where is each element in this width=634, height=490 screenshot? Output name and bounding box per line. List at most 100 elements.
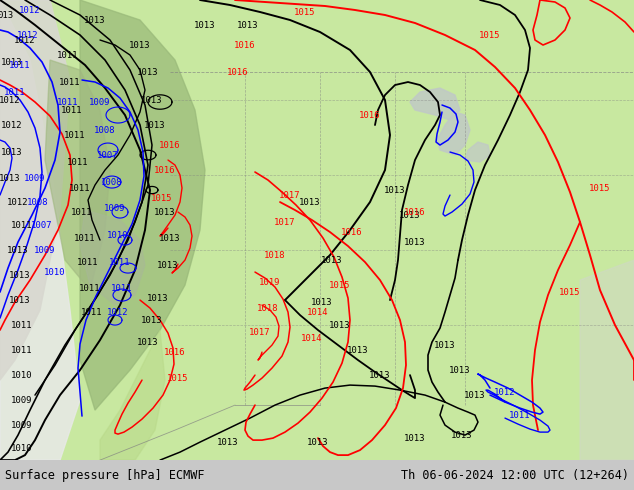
- Text: 1013: 1013: [347, 345, 369, 355]
- Text: 1016: 1016: [359, 111, 381, 120]
- Text: 1012: 1012: [19, 5, 41, 15]
- Text: 1011: 1011: [109, 258, 131, 267]
- Polygon shape: [200, 0, 634, 460]
- Text: 1016: 1016: [227, 68, 249, 76]
- Text: 1015: 1015: [294, 7, 316, 17]
- Text: 1009: 1009: [24, 173, 46, 183]
- Text: 1013: 1013: [434, 341, 456, 349]
- Text: 1012: 1012: [0, 96, 21, 104]
- Text: 1013: 1013: [384, 186, 406, 195]
- Polygon shape: [465, 142, 490, 162]
- Text: 1013: 1013: [141, 96, 163, 104]
- Text: 1015: 1015: [559, 288, 581, 296]
- Text: 1011: 1011: [61, 105, 83, 115]
- Text: 1016: 1016: [164, 347, 186, 357]
- Text: 1009: 1009: [89, 98, 111, 106]
- Text: 1017: 1017: [279, 191, 301, 199]
- Text: 1013: 1013: [369, 370, 391, 380]
- Text: Surface pressure [hPa] ECMWF: Surface pressure [hPa] ECMWF: [5, 468, 205, 482]
- Text: 1013: 1013: [0, 173, 21, 183]
- Text: 1013: 1013: [147, 294, 169, 302]
- Text: 1013: 1013: [321, 256, 343, 265]
- Text: 1011: 1011: [74, 234, 96, 243]
- Text: 1011: 1011: [10, 61, 31, 70]
- Text: 1009: 1009: [104, 203, 126, 213]
- Text: 1009: 1009: [11, 420, 33, 430]
- Polygon shape: [80, 210, 145, 305]
- Text: 1011: 1011: [69, 184, 91, 193]
- Text: 1013: 1013: [404, 238, 426, 246]
- Text: 1012: 1012: [495, 388, 515, 396]
- Text: 013: 013: [0, 10, 13, 20]
- Text: 1007: 1007: [97, 150, 119, 160]
- Text: 1013: 1013: [10, 295, 31, 305]
- Text: 1011: 1011: [57, 98, 79, 106]
- Text: 1010: 1010: [11, 443, 33, 453]
- Text: 1015: 1015: [167, 373, 189, 383]
- Text: 1019: 1019: [259, 277, 281, 287]
- Text: 1013: 1013: [84, 16, 106, 24]
- Text: 1016: 1016: [341, 227, 363, 237]
- Text: 1018: 1018: [264, 250, 286, 260]
- Text: 1015: 1015: [152, 194, 172, 202]
- Text: 1011: 1011: [11, 320, 33, 330]
- Text: 1013: 1013: [237, 21, 259, 29]
- Text: 1013: 1013: [141, 316, 163, 324]
- Text: 1013: 1013: [450, 366, 471, 374]
- Text: 1011: 1011: [81, 308, 103, 317]
- Text: 1011: 1011: [57, 50, 79, 59]
- Text: 1013: 1013: [217, 438, 239, 446]
- Text: 1012: 1012: [107, 308, 129, 317]
- Text: 1013: 1013: [145, 121, 165, 129]
- Text: Th 06-06-2024 12:00 UTC (12+264): Th 06-06-2024 12:00 UTC (12+264): [401, 468, 629, 482]
- Text: 1010: 1010: [44, 268, 66, 276]
- Text: 1012: 1012: [7, 197, 29, 207]
- Text: 1016: 1016: [154, 166, 176, 174]
- Text: 1011: 1011: [64, 130, 86, 140]
- Text: 1016: 1016: [404, 208, 426, 217]
- Polygon shape: [437, 112, 470, 155]
- Text: 1013: 1013: [137, 338, 158, 346]
- Text: 1008: 1008: [101, 177, 123, 187]
- Text: 1010: 1010: [11, 370, 33, 380]
- Text: 1011: 1011: [509, 411, 531, 419]
- Text: 1013: 1013: [137, 68, 158, 76]
- Text: 1015: 1015: [479, 30, 501, 40]
- Text: 1012: 1012: [17, 30, 39, 40]
- Text: 1013: 1013: [464, 391, 486, 399]
- Text: 1016: 1016: [234, 41, 256, 49]
- Text: 1016: 1016: [159, 141, 181, 149]
- Text: 1011: 1011: [67, 158, 89, 167]
- Text: 1011: 1011: [59, 77, 81, 87]
- Text: 1013: 1013: [7, 245, 29, 255]
- Text: 1013: 1013: [299, 197, 321, 207]
- Text: 1011: 1011: [4, 88, 26, 97]
- Text: 1013: 1013: [159, 234, 181, 243]
- Text: 1013: 1013: [404, 434, 426, 442]
- Text: 1010: 1010: [107, 231, 129, 240]
- Text: 1018: 1018: [257, 304, 279, 313]
- Text: 1015: 1015: [329, 281, 351, 290]
- Text: 1011: 1011: [71, 208, 93, 217]
- Text: 1014: 1014: [307, 308, 329, 317]
- Polygon shape: [80, 0, 205, 410]
- Text: 1015: 1015: [589, 184, 611, 193]
- Text: 1013: 1013: [1, 57, 23, 67]
- Text: 1012: 1012: [14, 35, 36, 45]
- Text: 1007: 1007: [31, 220, 53, 229]
- Text: 1017: 1017: [275, 218, 295, 226]
- Text: 1011: 1011: [11, 345, 33, 355]
- Text: 1013: 1013: [154, 208, 176, 217]
- Text: 1011: 1011: [111, 284, 133, 293]
- Text: 1017: 1017: [249, 328, 271, 337]
- Polygon shape: [0, 0, 70, 380]
- Text: 1011: 1011: [77, 258, 99, 267]
- Text: 1008: 1008: [27, 197, 49, 207]
- Text: 1009: 1009: [11, 395, 33, 405]
- Polygon shape: [45, 60, 110, 290]
- Text: 1011: 1011: [79, 284, 101, 293]
- Polygon shape: [0, 0, 80, 460]
- Text: 1009: 1009: [34, 245, 56, 255]
- Polygon shape: [100, 330, 165, 460]
- Text: 1013: 1013: [10, 270, 31, 280]
